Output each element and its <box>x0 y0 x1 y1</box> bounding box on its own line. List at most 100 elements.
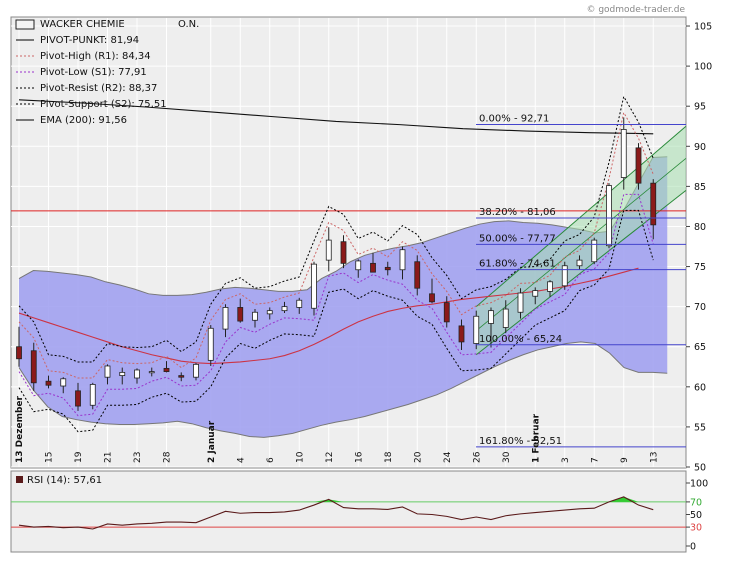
rsi-plot-area <box>10 470 687 553</box>
x-tick-label: 6 <box>266 457 276 463</box>
y-tick-label: 95 <box>694 102 706 113</box>
legend-label: EMA (200): 91,56 <box>40 115 127 126</box>
x-tick-label: 3 <box>561 457 571 463</box>
fib-label: 161.80% - 52,51 <box>479 436 562 447</box>
candle-body <box>355 260 362 271</box>
candle-body <box>311 263 317 309</box>
rsi-tick-label: 0 <box>690 542 696 553</box>
y-tick-label: 100 <box>694 62 712 73</box>
pivot-high-r1-line <box>18 111 654 379</box>
candle <box>45 375 52 389</box>
candle <box>429 278 435 304</box>
fib-label: 50.00% - 77,77 <box>479 233 556 244</box>
x-tick-label: 1 Februar <box>531 413 541 463</box>
legend-label: Pivot-Support (S2): 75,51 <box>40 99 167 110</box>
candle-body <box>399 249 406 271</box>
legend-label: Pivot-High (R1): 84,34 <box>40 51 151 62</box>
candle-body <box>178 375 185 378</box>
candle <box>591 237 598 265</box>
candle <box>399 246 406 280</box>
candle-body <box>296 299 303 308</box>
y-tick-label: 85 <box>694 182 706 193</box>
candle-body <box>517 292 524 313</box>
y-tick-label: 70 <box>694 302 706 313</box>
x-tick-label: 12 <box>325 452 335 463</box>
watermark: © godmode-trader.de <box>586 5 685 15</box>
fib-label: 61.80% - 74,61 <box>479 259 556 270</box>
candle <box>576 255 583 270</box>
x-tick-label: 18 <box>384 451 394 463</box>
candle-body <box>576 259 583 267</box>
rsi-panel: 0 30 50 70 100 RSI (14): 57,61 <box>11 475 708 553</box>
rsi-legend-label: RSI (14): 57,61 <box>27 475 102 486</box>
y-tick-label: 105 <box>694 22 712 33</box>
candle <box>89 382 96 410</box>
x-tick-label: 13 Dezember <box>15 396 25 463</box>
candle-body <box>620 129 627 178</box>
candle-body <box>635 147 642 184</box>
candle-body <box>458 325 465 343</box>
candle-body <box>606 185 612 247</box>
candle <box>16 326 22 367</box>
price-axis: 50 55 60 65 70 75 80 85 90 95 100 105 <box>686 22 712 474</box>
candle-body <box>325 239 332 261</box>
date-axis: 13 Dezember 15 19 21 23 28 2 Januar 4 6 10 12 16 18 2… <box>15 396 659 463</box>
candle <box>193 362 199 381</box>
candle <box>458 319 465 350</box>
candle <box>547 280 553 298</box>
legend-extra: O.N. <box>178 19 199 30</box>
pivot-resist-r2-line <box>18 95 654 363</box>
candle <box>473 310 480 350</box>
candle-body <box>650 182 657 226</box>
candle <box>163 361 170 373</box>
candle <box>325 227 332 272</box>
x-tick-label: 26 <box>472 451 482 463</box>
legend-label: WACKER CHEMIE <box>40 19 125 30</box>
x-tick-label: 23 <box>133 452 143 463</box>
candle <box>222 304 229 338</box>
candle <box>650 179 657 240</box>
candle <box>340 235 347 269</box>
candle <box>606 183 612 249</box>
y-tick-label: 55 <box>694 422 706 433</box>
candle-body <box>561 265 568 287</box>
candle-body <box>163 367 170 372</box>
candle-body <box>266 310 273 315</box>
fib-label: 0.00% - 92,71 <box>479 114 549 125</box>
legend-swatch-box <box>15 19 35 30</box>
candle-body <box>502 308 509 328</box>
x-tick-label: 16 <box>354 451 364 463</box>
candle-body <box>414 261 421 289</box>
x-tick-label: 7 <box>590 457 600 463</box>
candle <box>134 368 140 384</box>
y-tick-label: 80 <box>694 222 706 233</box>
candle-body <box>340 241 347 264</box>
x-tick-label: 13 <box>649 452 659 463</box>
candle <box>148 367 155 377</box>
candle <box>30 342 37 391</box>
candle <box>635 143 642 190</box>
x-tick-label: 21 <box>104 452 114 463</box>
trend-channel-fill <box>476 126 686 355</box>
x-tick-label: 2 Januar <box>207 420 217 463</box>
x-tick-label: 24 <box>443 451 453 463</box>
rsi-tick-label: 50 <box>690 510 702 521</box>
rsi-overbought-fill <box>19 496 654 502</box>
x-tick-label: 28 <box>163 451 173 463</box>
x-tick-label: 20 <box>413 451 423 463</box>
candle-body <box>30 350 37 384</box>
candle-body <box>104 365 111 378</box>
rsi-tick-label: 100 <box>690 479 708 490</box>
legend-label: Pivot-Low (S1): 77,91 <box>40 67 147 78</box>
candle-body <box>89 384 96 406</box>
candle <box>266 307 273 320</box>
pivot-low-s1-line <box>18 193 654 417</box>
ema200-line <box>18 99 654 135</box>
x-tick-label: 10 <box>295 451 305 463</box>
candle-body <box>443 302 450 323</box>
candle <box>104 364 111 385</box>
candle-body <box>488 310 494 324</box>
fib-label: 38.20% - 81,06 <box>479 207 556 218</box>
candle <box>60 377 67 394</box>
y-tick-label: 75 <box>694 262 706 273</box>
